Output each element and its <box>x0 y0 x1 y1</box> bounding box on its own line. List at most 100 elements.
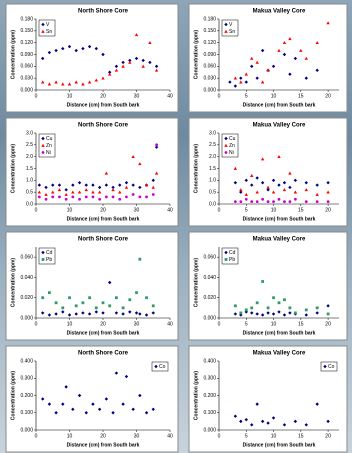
y-tick-label: 0.090 <box>203 52 216 58</box>
x-tick-label: 10 <box>271 207 277 213</box>
x-tick-label: 20 <box>325 321 331 327</box>
y-tick-label: 0.000 <box>203 315 216 321</box>
point <box>145 296 148 299</box>
y-tick-label: 0.400 <box>203 358 216 364</box>
point <box>82 301 85 304</box>
x-tick-label: 20 <box>100 433 106 439</box>
point <box>71 196 74 199</box>
y-tick-label: 0.200 <box>20 393 33 399</box>
y-tick-label: 0.000 <box>20 427 33 433</box>
point <box>51 196 54 199</box>
point <box>58 196 61 199</box>
legend-label: Zn <box>46 143 52 149</box>
legend-label: Cd <box>229 250 236 256</box>
point <box>316 200 319 203</box>
y-tick-label: 0.150 <box>20 28 33 34</box>
y-tick-label: 2.5 <box>26 142 33 148</box>
point <box>239 200 242 203</box>
chart-title: Makua Valley Core <box>253 9 306 15</box>
y-tick-label: 0.180 <box>203 16 216 22</box>
x-axis-label: Distance (cm) from South bark <box>243 216 316 222</box>
y-tick-label: 0.300 <box>20 376 33 382</box>
point <box>132 193 135 196</box>
chart-grid: North Shore Core Distance (cm) from South… <box>0 0 352 453</box>
x-axis-label: Distance (cm) from South bark <box>67 216 140 222</box>
y-tick-label: 1.5 <box>209 166 216 172</box>
point <box>145 196 148 199</box>
point <box>85 196 88 199</box>
point <box>41 296 44 299</box>
point <box>155 143 158 146</box>
point <box>278 301 281 304</box>
y-tick-label: 0.060 <box>20 254 33 260</box>
point <box>65 198 68 201</box>
point <box>45 198 48 201</box>
y-tick-label: 0.300 <box>203 376 216 382</box>
y-tick-label: 0.5 <box>26 189 33 195</box>
x-tick-label: 40 <box>167 321 173 327</box>
x-axis-label: Distance (cm) from South bark <box>243 102 316 108</box>
point <box>245 308 248 311</box>
x-tick-label: 15 <box>298 433 304 439</box>
x-tick-label: 15 <box>298 207 304 213</box>
point <box>294 198 297 201</box>
y-tick-label: 0.000 <box>20 87 33 93</box>
x-tick-label: 20 <box>100 207 106 213</box>
y-tick-label: 0.5 <box>209 189 216 195</box>
y-tick-label: 0.400 <box>20 358 33 364</box>
y-tick-label: 0.100 <box>203 410 216 416</box>
chart-title: North Shore Core <box>78 237 129 243</box>
point <box>250 200 253 203</box>
point <box>128 298 131 301</box>
chart-title: Makua Valley Core <box>253 123 306 129</box>
y-axis-label: Concentration (ppm) <box>193 371 199 420</box>
point <box>327 200 330 203</box>
point <box>122 306 125 309</box>
point <box>256 301 259 304</box>
point <box>289 306 292 309</box>
legend-label: Co <box>159 364 166 370</box>
x-tick-label: 0 <box>35 321 38 327</box>
point <box>92 196 95 199</box>
x-tick-label: 20 <box>325 433 331 439</box>
y-tick-label: 1.5 <box>26 166 33 172</box>
x-tick-label: 30 <box>134 321 140 327</box>
point <box>68 296 71 299</box>
chart-title: North Shore Core <box>78 123 129 129</box>
point <box>112 196 115 199</box>
point <box>115 296 118 299</box>
point <box>239 312 242 315</box>
y-tick-label: 0.040 <box>20 275 33 281</box>
y-tick-label: 0.020 <box>203 295 216 301</box>
point <box>261 280 264 283</box>
y-tick-label: 0.200 <box>203 393 216 399</box>
y-tick-label: 0.020 <box>20 295 33 301</box>
point <box>38 196 41 199</box>
x-tick-label: 10 <box>67 321 73 327</box>
point <box>294 312 297 315</box>
y-tick-label: 0.030 <box>20 75 33 81</box>
y-axis-label: Concentration (ppm) <box>193 144 199 193</box>
point <box>267 200 270 203</box>
y-tick-label: 3.0 <box>209 130 216 136</box>
x-tick-label: 30 <box>134 207 140 213</box>
y-tick-label: 0.000 <box>203 87 216 93</box>
y-axis-label: Concentration (ppm) <box>10 371 16 420</box>
point <box>305 200 308 203</box>
point <box>88 296 91 299</box>
y-tick-label: 2.0 <box>209 154 216 160</box>
x-tick-label: 5 <box>245 321 248 327</box>
x-tick-label: 15 <box>298 321 304 327</box>
legend-label: Cd <box>46 250 53 256</box>
point <box>305 308 308 311</box>
point <box>225 258 228 261</box>
y-tick-label: 0.060 <box>203 64 216 70</box>
point <box>98 198 101 201</box>
point <box>225 151 228 154</box>
page: North Shore Core Distance (cm) from South… <box>0 0 352 453</box>
point <box>267 306 270 309</box>
point <box>42 151 45 154</box>
x-tick-label: 20 <box>100 321 106 327</box>
y-tick-label: 0.000 <box>203 427 216 433</box>
y-tick-label: 0.120 <box>20 40 33 46</box>
